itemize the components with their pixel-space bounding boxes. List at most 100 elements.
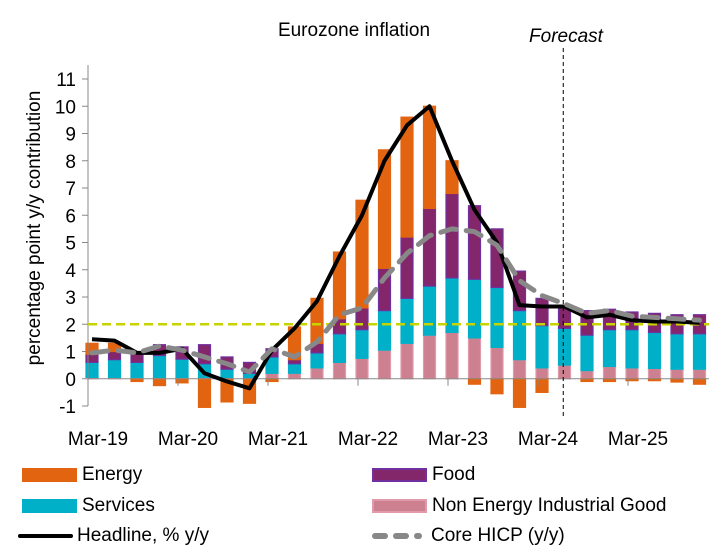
legend-label: Core HICP (y/y) — [431, 525, 565, 546]
bar-services — [310, 352, 324, 369]
bar-non-energy-industrial-good — [670, 368, 684, 380]
bar-services — [670, 333, 684, 370]
bar-non-energy-industrial-good — [445, 331, 459, 380]
y-tick-label: 9 — [65, 125, 76, 146]
bar-food — [445, 192, 459, 279]
bars — [85, 105, 707, 408]
bar-services — [467, 278, 482, 339]
bar-energy — [692, 378, 707, 385]
bar-energy — [400, 116, 414, 238]
bar-services — [377, 310, 392, 351]
y-tick-label: 8 — [65, 152, 76, 173]
x-tick-label: Mar-25 — [608, 429, 668, 450]
bar-food — [535, 297, 549, 327]
legend-item-neig: Non Energy Industrial Good — [372, 493, 666, 519]
y-axis-title: percentage point y/y contribution — [24, 91, 45, 366]
y-tick-label: 4 — [65, 261, 76, 282]
bar-non-energy-industrial-good — [400, 342, 414, 380]
bar-services — [512, 310, 527, 361]
bar-services — [175, 358, 189, 378]
bar-non-energy-industrial-good — [602, 365, 617, 380]
axes — [87, 48, 709, 418]
legend: Energy Food Services Non Energy Industri… — [0, 458, 709, 558]
y-tick-label: 11 — [56, 70, 76, 91]
bar-non-energy-industrial-good — [580, 369, 594, 380]
x-tick-label: Mar-20 — [158, 429, 218, 450]
bar-energy — [490, 378, 504, 395]
neig-swatch — [372, 499, 427, 513]
bar-non-energy-industrial-good — [647, 367, 662, 380]
bar-services — [107, 359, 122, 378]
legend-label: Non Energy Industrial Good — [432, 495, 667, 516]
bar-services — [355, 329, 369, 359]
bar-services — [535, 325, 549, 369]
legend-item-core: Core HICP (y/y) — [372, 523, 565, 549]
bar-non-energy-industrial-good — [490, 346, 504, 380]
headline-line-swatch — [18, 534, 73, 538]
bar-energy — [107, 342, 122, 353]
bar-non-energy-industrial-good — [265, 372, 279, 380]
y-tick-label: 3 — [65, 288, 76, 309]
bar-services — [580, 334, 594, 372]
bar-services — [130, 361, 144, 378]
legend-label: Energy — [82, 464, 143, 485]
y-tick-label: -1 — [59, 397, 76, 418]
bar-energy — [512, 378, 527, 408]
legend-item-headline: Headline, % y/y — [18, 523, 209, 549]
bar-services — [625, 329, 639, 369]
y-tick-label: 0 — [65, 370, 76, 391]
bar-services — [647, 331, 662, 369]
bar-services — [400, 297, 414, 344]
bar-services — [287, 363, 302, 374]
bar-non-energy-industrial-good — [310, 367, 324, 380]
bar-non-energy-industrial-good — [557, 364, 572, 380]
y-tick-label: 5 — [65, 234, 76, 255]
x-tick-label: Mar-23 — [428, 429, 488, 450]
bar-energy — [197, 378, 212, 408]
bar-services — [692, 333, 707, 370]
legend-item-energy: Energy — [22, 462, 142, 488]
bar-services — [332, 333, 347, 364]
legend-label: Headline, % y/y — [77, 525, 210, 546]
bar-food — [287, 359, 302, 365]
bar-non-energy-industrial-good — [287, 372, 302, 380]
core-dash-swatch — [372, 533, 427, 539]
bar-services — [422, 285, 437, 336]
energy-swatch — [22, 468, 77, 482]
chart: Eurozone inflation Forecast percentage p… — [24, 20, 709, 450]
legend-item-food: Food — [372, 462, 475, 488]
bar-non-energy-industrial-good — [422, 334, 437, 380]
forecast-annotation: Forecast — [529, 26, 604, 47]
bar-non-energy-industrial-good — [355, 357, 369, 380]
legend-label: Services — [82, 495, 155, 516]
bar-non-energy-industrial-good — [535, 367, 549, 380]
x-tick-label: Mar-19 — [68, 429, 128, 450]
core-hicp-line — [89, 226, 702, 375]
bar-services — [490, 286, 504, 349]
services-swatch — [22, 499, 77, 513]
y-tick-label: 2 — [65, 315, 76, 336]
x-tick-label: Mar-21 — [248, 429, 308, 450]
bar-food — [400, 236, 414, 299]
lines — [89, 104, 702, 391]
y-tick-label: 1 — [65, 343, 76, 364]
x-tick-label: Mar-24 — [518, 429, 579, 450]
y-tick-label: 6 — [65, 206, 76, 227]
bar-non-energy-industrial-good — [625, 367, 639, 380]
x-tick-label: Mar-22 — [338, 429, 398, 450]
bar-services — [602, 329, 617, 368]
y-tick-label: 10 — [55, 97, 76, 118]
bar-food — [422, 207, 437, 287]
bar-services — [152, 354, 167, 378]
headline-line — [91, 104, 700, 391]
bar-services — [557, 327, 572, 366]
chart-title: Eurozone inflation — [278, 20, 430, 41]
food-swatch — [372, 468, 427, 482]
bar-energy — [467, 378, 482, 385]
bar-non-energy-industrial-good — [332, 361, 347, 380]
y-axis: -1 0 1 2 3 4 5 6 7 8 9 10 11 — [55, 70, 88, 418]
legend-item-services: Services — [22, 493, 155, 519]
bar-services — [220, 368, 234, 380]
bar-non-energy-industrial-good — [377, 349, 392, 380]
bar-energy — [152, 378, 167, 387]
